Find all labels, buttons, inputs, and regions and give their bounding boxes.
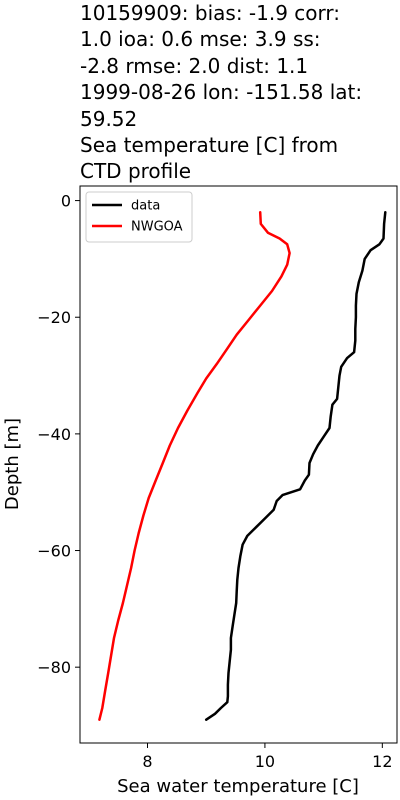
plot-frame	[79, 185, 398, 744]
y-tick-label: −20	[37, 308, 71, 327]
x-tick-label: 10	[255, 752, 275, 771]
title-line: 10159909: bias: -1.9 corr:	[80, 1, 341, 25]
series-layer	[98, 210, 387, 721]
y-tick-label: 0	[61, 192, 71, 211]
x-tick-label: 8	[142, 752, 152, 771]
series-line-data	[204, 210, 387, 721]
legend-label-nwgoa: NWGOA	[131, 220, 183, 235]
chart-title: 10159909: bias: -1.9 corr: 1.0 ioa: 0.6 …	[80, 0, 398, 185]
y-axis-label: Depth [m]	[2, 418, 23, 510]
x-axis-label: Sea water temperature [C]	[117, 776, 359, 797]
title-line: 59.52	[80, 106, 138, 131]
title-line: -2.8 rmse: 2.0 dist: 1.1	[80, 53, 309, 78]
legend: data NWGOA	[85, 191, 193, 243]
legend-label-data: data	[131, 199, 160, 214]
y-tick-label: −40	[37, 425, 71, 444]
title-line: Sea temperature [C] from	[80, 133, 339, 158]
x-tick-label: 12	[372, 752, 392, 771]
title-line: CTD profile	[80, 159, 192, 184]
y-tick-label: −60	[37, 542, 71, 561]
title-line: 1999-08-26 lon: -151.58 lat:	[80, 80, 363, 105]
title-line: 1.0 ioa: 0.6 mse: 3.9 ss:	[80, 27, 321, 52]
series-line-nwgoa	[98, 210, 291, 721]
ticks-layer: 8 10 12 0 −20 −40 −60 −80	[37, 192, 392, 771]
y-tick-label: −80	[37, 658, 71, 677]
